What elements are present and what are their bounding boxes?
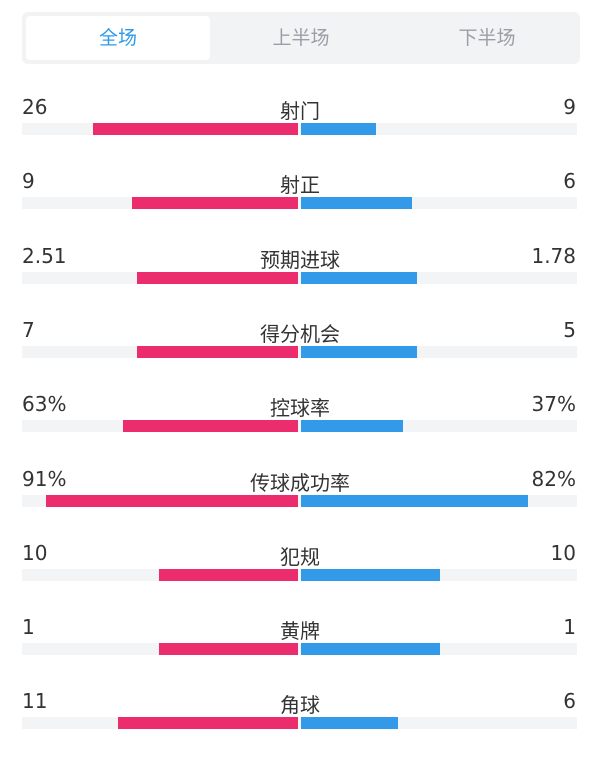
home-bar bbox=[159, 643, 298, 656]
away-value: 1 bbox=[563, 615, 576, 640]
away-bar bbox=[301, 197, 412, 210]
period-tabs: 全场 上半场 下半场 bbox=[22, 12, 580, 64]
away-value: 5 bbox=[563, 317, 576, 342]
stat-label: 控球率 bbox=[270, 396, 330, 421]
home-bar bbox=[132, 197, 298, 210]
stat-track bbox=[22, 568, 577, 581]
home-value: 1 bbox=[22, 615, 35, 640]
stat-row: 2.51 预期进球 1.78 bbox=[0, 244, 600, 318]
stat-label: 得分机会 bbox=[260, 321, 340, 346]
home-bar bbox=[137, 345, 298, 358]
stat-row: 11 角球 6 bbox=[0, 689, 600, 763]
home-value: 63% bbox=[22, 392, 67, 417]
stat-row: 63% 控球率 37% bbox=[0, 392, 600, 466]
away-value: 82% bbox=[531, 466, 576, 491]
stat-label: 射门 bbox=[280, 99, 320, 123]
away-value: 37% bbox=[531, 392, 576, 417]
stat-label: 预期进球 bbox=[260, 247, 340, 272]
home-bar bbox=[123, 420, 298, 433]
away-bar bbox=[301, 420, 403, 433]
home-value: 10 bbox=[22, 540, 48, 565]
home-value: 9 bbox=[22, 169, 35, 194]
stat-row: 1 黄牌 1 bbox=[0, 615, 600, 689]
away-value: 1.78 bbox=[531, 243, 576, 268]
home-bar bbox=[118, 717, 298, 730]
stat-row: 9 射正 6 bbox=[0, 169, 600, 243]
away-bar bbox=[301, 123, 376, 135]
stat-track bbox=[22, 271, 577, 284]
stat-label: 射正 bbox=[280, 173, 320, 198]
stat-label: 黄牌 bbox=[280, 619, 320, 644]
home-bar bbox=[159, 568, 298, 581]
home-value: 2.51 bbox=[22, 243, 67, 268]
home-bar bbox=[93, 123, 298, 135]
away-value: 6 bbox=[563, 689, 576, 714]
away-value: 9 bbox=[563, 95, 576, 119]
stat-row: 10 犯规 10 bbox=[0, 541, 600, 615]
home-value: 26 bbox=[22, 95, 48, 119]
away-bar bbox=[301, 568, 440, 581]
stat-track bbox=[22, 420, 577, 433]
stat-row: 26 射门 9 bbox=[0, 95, 600, 169]
away-bar bbox=[301, 717, 398, 730]
home-bar bbox=[46, 494, 298, 507]
away-value: 10 bbox=[550, 540, 576, 565]
stat-track bbox=[22, 197, 577, 210]
away-bar bbox=[301, 345, 417, 358]
away-bar bbox=[301, 494, 528, 507]
tab-first-half[interactable]: 上半场 bbox=[272, 27, 330, 49]
stat-row: 91% 传球成功率 82% bbox=[0, 467, 600, 541]
stat-label: 犯规 bbox=[280, 544, 320, 569]
stat-label: 传球成功率 bbox=[250, 470, 350, 495]
away-bar bbox=[301, 271, 417, 284]
tab-full-match[interactable]: 全场 bbox=[26, 16, 210, 60]
stat-track bbox=[22, 345, 577, 358]
stat-row: 7 得分机会 5 bbox=[0, 318, 600, 392]
away-value: 6 bbox=[563, 169, 576, 194]
home-value: 11 bbox=[22, 689, 48, 714]
tab-second-half[interactable]: 下半场 bbox=[458, 27, 516, 49]
stat-track bbox=[22, 717, 577, 730]
home-bar bbox=[137, 271, 298, 284]
home-value: 7 bbox=[22, 317, 35, 342]
away-bar bbox=[301, 643, 440, 656]
stat-track bbox=[22, 643, 577, 656]
stat-label: 角球 bbox=[280, 693, 320, 718]
home-value: 91% bbox=[22, 466, 67, 491]
